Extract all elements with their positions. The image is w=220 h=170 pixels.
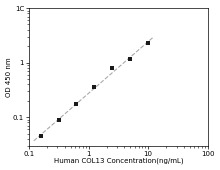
X-axis label: Human COL13 Concentration(ng/mL): Human COL13 Concentration(ng/mL) bbox=[53, 158, 183, 164]
Y-axis label: OD 450 nm: OD 450 nm bbox=[6, 57, 12, 97]
